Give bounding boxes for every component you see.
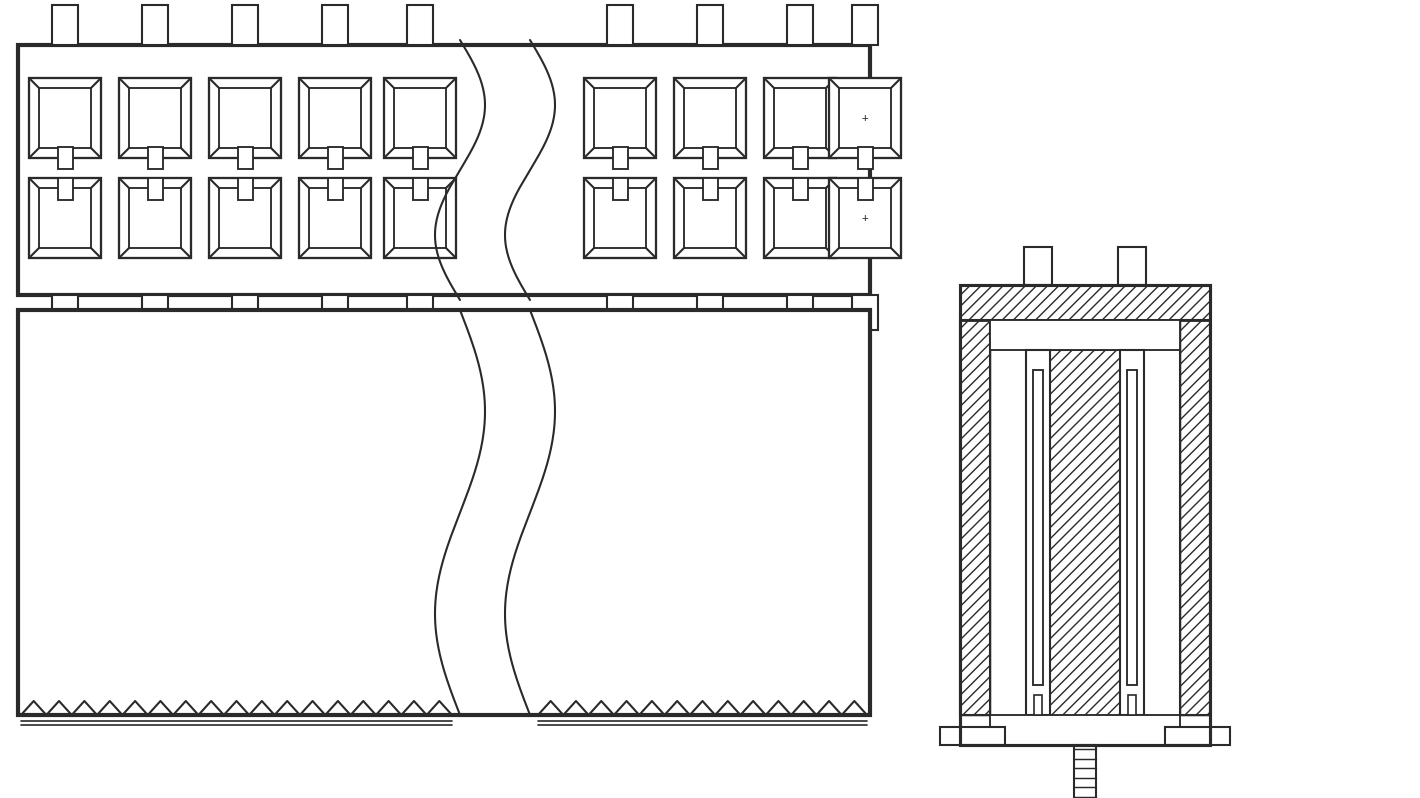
Bar — [960, 285, 1210, 745]
Bar — [310, 88, 361, 148]
Bar — [792, 178, 808, 200]
Bar — [1034, 695, 1042, 715]
Bar — [1118, 247, 1146, 285]
Bar — [219, 88, 271, 148]
Bar — [1027, 350, 1049, 715]
Bar — [412, 147, 427, 169]
Bar — [697, 295, 723, 330]
Bar — [300, 178, 371, 258]
Bar — [1074, 745, 1096, 798]
Bar — [774, 188, 826, 248]
Bar — [1127, 695, 1136, 715]
Bar — [1127, 370, 1137, 685]
Bar — [852, 295, 878, 330]
Bar — [53, 295, 78, 330]
Bar — [764, 178, 836, 258]
Bar — [209, 178, 281, 258]
Bar — [129, 188, 180, 248]
Bar — [28, 78, 101, 158]
Bar — [674, 78, 746, 158]
Bar — [142, 5, 168, 45]
Bar — [774, 88, 826, 148]
Bar — [960, 285, 1210, 320]
Bar — [383, 178, 456, 258]
Bar — [18, 310, 870, 715]
Bar — [792, 147, 808, 169]
Bar — [594, 88, 646, 148]
Bar — [1049, 350, 1120, 715]
Bar — [148, 178, 162, 200]
Bar — [839, 188, 890, 248]
Bar — [1024, 247, 1052, 285]
Bar — [231, 295, 258, 330]
Bar — [674, 178, 746, 258]
Bar — [606, 295, 633, 330]
Bar — [1180, 320, 1210, 715]
Bar — [142, 295, 168, 330]
Text: +: + — [862, 213, 869, 223]
Bar — [764, 78, 836, 158]
Bar — [990, 715, 1180, 745]
Bar — [960, 320, 990, 715]
Bar — [612, 178, 628, 200]
Bar — [119, 178, 192, 258]
Bar — [684, 188, 736, 248]
Bar — [148, 147, 162, 169]
Bar — [412, 178, 427, 200]
Bar — [237, 178, 253, 200]
Bar — [858, 178, 872, 200]
Bar — [408, 5, 433, 45]
Bar — [57, 178, 72, 200]
Bar — [408, 295, 433, 330]
Bar — [787, 5, 814, 45]
Bar — [684, 88, 736, 148]
Bar — [960, 320, 990, 715]
Bar — [1180, 320, 1210, 715]
Bar — [960, 285, 1210, 320]
Bar — [393, 88, 446, 148]
Bar — [322, 5, 348, 45]
Bar — [129, 88, 180, 148]
Bar — [231, 5, 258, 45]
Bar — [219, 188, 271, 248]
Bar — [940, 727, 1005, 745]
Bar — [300, 78, 371, 158]
Bar — [990, 320, 1180, 350]
Bar — [328, 147, 342, 169]
Bar — [1164, 727, 1230, 745]
Bar — [322, 295, 348, 330]
Bar — [328, 178, 342, 200]
Bar — [119, 78, 192, 158]
Bar — [393, 188, 446, 248]
Bar — [703, 147, 717, 169]
Bar — [57, 147, 72, 169]
Bar — [237, 147, 253, 169]
Bar — [383, 78, 456, 158]
Bar — [703, 178, 717, 200]
Bar — [858, 147, 872, 169]
Text: +: + — [862, 113, 869, 123]
Bar — [852, 5, 878, 45]
Bar — [28, 178, 101, 258]
Bar — [209, 78, 281, 158]
Bar — [697, 5, 723, 45]
Bar — [38, 88, 91, 148]
Bar — [787, 295, 814, 330]
Bar — [606, 5, 633, 45]
Bar — [594, 188, 646, 248]
Bar — [839, 88, 890, 148]
Bar — [829, 78, 902, 158]
Bar — [18, 45, 870, 295]
Bar — [1032, 370, 1044, 685]
Bar — [53, 5, 78, 45]
Bar — [584, 78, 656, 158]
Bar — [310, 188, 361, 248]
Bar — [612, 147, 628, 169]
Bar — [584, 178, 656, 258]
Bar — [829, 178, 902, 258]
Bar — [38, 188, 91, 248]
Bar — [1120, 350, 1145, 715]
